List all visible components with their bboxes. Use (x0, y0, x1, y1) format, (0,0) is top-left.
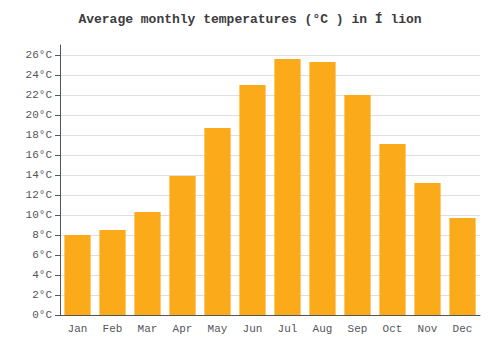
svg-text:Aug: Aug (313, 323, 333, 335)
svg-text:2°C: 2°C (32, 289, 52, 301)
svg-text:Nov: Nov (418, 323, 438, 335)
svg-text:24°C: 24°C (26, 69, 53, 81)
svg-text:26°C: 26°C (26, 49, 53, 61)
svg-text:Jul: Jul (278, 323, 298, 335)
svg-text:Feb: Feb (103, 323, 123, 335)
svg-text:Oct: Oct (383, 323, 403, 335)
svg-text:12°C: 12°C (26, 189, 53, 201)
svg-text:6°C: 6°C (32, 249, 52, 261)
svg-text:8°C: 8°C (32, 229, 52, 241)
svg-text:18°C: 18°C (26, 129, 53, 141)
svg-text:0°C: 0°C (32, 309, 52, 321)
svg-text:Mar: Mar (138, 323, 158, 335)
svg-text:10°C: 10°C (26, 209, 53, 221)
svg-text:Jun: Jun (243, 323, 263, 335)
svg-text:Average monthly temperatures (: Average monthly temperatures (°C ) in Í … (78, 12, 421, 27)
svg-text:May: May (208, 323, 228, 335)
svg-text:22°C: 22°C (26, 89, 53, 101)
svg-text:14°C: 14°C (26, 169, 53, 181)
svg-text:Jan: Jan (68, 323, 88, 335)
svg-text:16°C: 16°C (26, 149, 53, 161)
svg-text:Apr: Apr (173, 323, 193, 335)
svg-text:20°C: 20°C (26, 109, 53, 121)
svg-text:4°C: 4°C (32, 269, 52, 281)
svg-text:Dec: Dec (453, 323, 473, 335)
svg-text:Sep: Sep (348, 323, 368, 335)
